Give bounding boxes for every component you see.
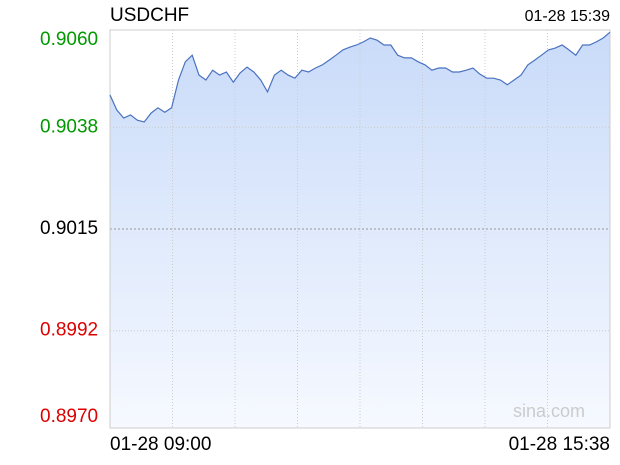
chart-title: USDCHF: [110, 5, 189, 26]
timestamp: 01-28 15:39: [525, 8, 611, 25]
y-tick-label: 0.8970: [40, 406, 98, 427]
y-tick-label: 0.9038: [40, 116, 98, 137]
watermark: sina.com: [513, 401, 585, 421]
x-tick-label: 01-28 15:38: [509, 434, 610, 455]
y-tick-label: 0.9060: [40, 29, 98, 50]
y-tick-label: 0.9015: [40, 218, 98, 239]
x-tick-label: 01-28 09:00: [110, 434, 211, 455]
price-line: [109, 31, 611, 123]
plot-frame: [109, 29, 611, 429]
area-fill: [110, 32, 610, 428]
y-tick-label: 0.8992: [40, 320, 98, 341]
